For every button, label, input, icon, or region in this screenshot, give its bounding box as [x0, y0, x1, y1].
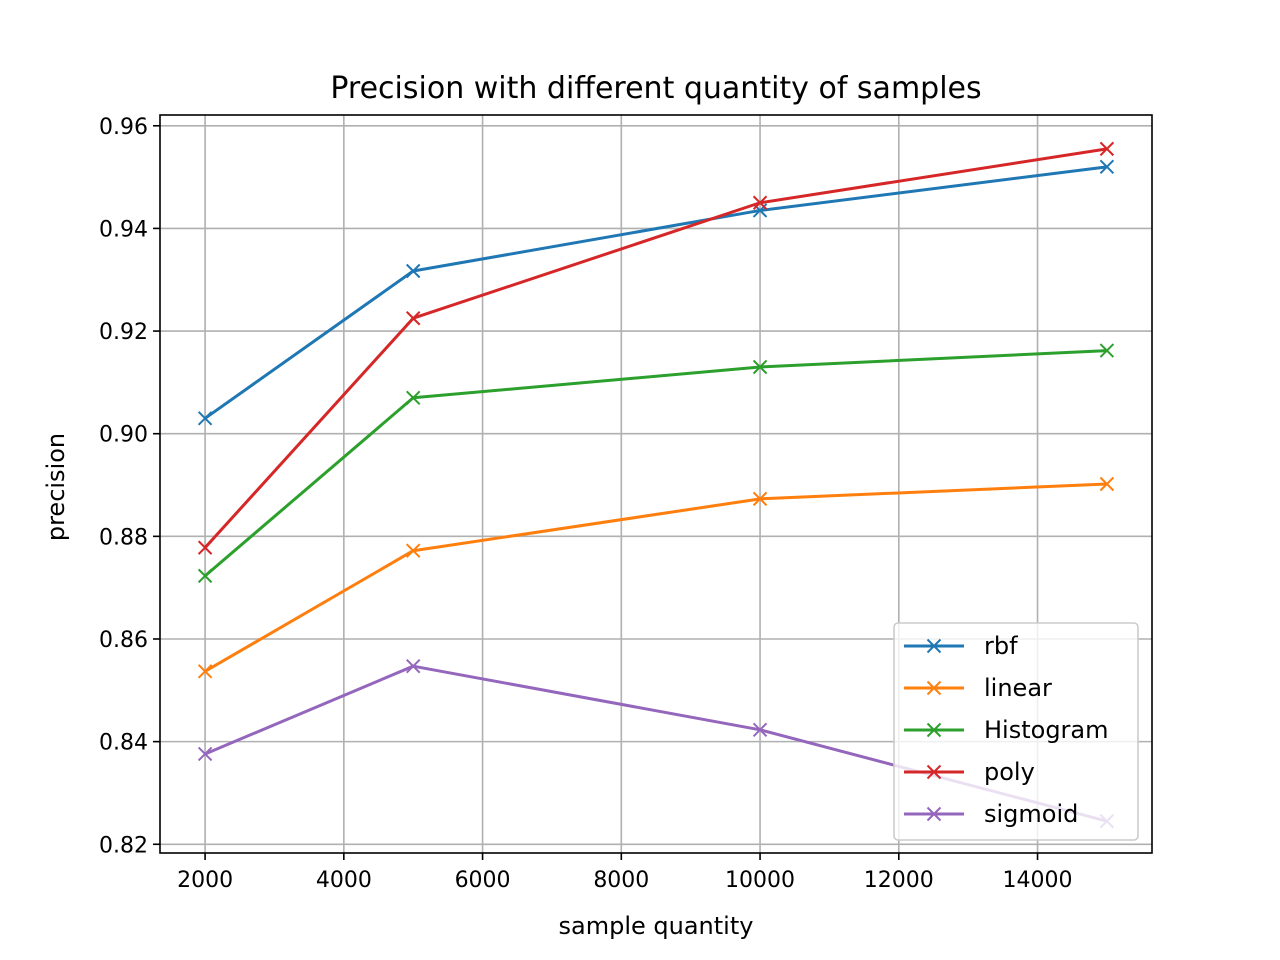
y-tick-label: 0.88 — [99, 525, 148, 550]
x-tick-label: 12000 — [864, 868, 934, 893]
data-point-marker — [1099, 476, 1115, 492]
legend-marker — [926, 764, 942, 780]
data-point-marker — [1099, 141, 1115, 157]
data-point-marker — [197, 664, 213, 679]
data-point-marker — [405, 543, 421, 558]
x-tick-label: 8000 — [593, 868, 649, 893]
data-point-marker — [197, 746, 213, 762]
x-tick-label: 4000 — [316, 868, 372, 893]
series-line — [204, 165, 1108, 420]
y-tick-label: 0.84 — [99, 731, 148, 756]
legend-label: linear — [984, 674, 1052, 702]
x-tick-label: 10000 — [725, 868, 795, 893]
data-point-marker — [197, 411, 213, 426]
legend-label: Histogram — [984, 716, 1109, 744]
data-point-marker — [752, 359, 768, 375]
data-point-marker — [752, 491, 768, 507]
chart-title: Precision with different quantity of sam… — [330, 71, 981, 106]
legend-box — [893, 622, 1139, 841]
y-tick-label: 0.94 — [99, 217, 148, 242]
legend-entry-poly: poly — [904, 758, 1035, 786]
legend-entry-histogram: Histogram — [904, 716, 1109, 744]
series-layer — [197, 141, 1115, 829]
data-point-marker — [752, 722, 768, 738]
plot-frame — [159, 114, 1153, 854]
series-line — [204, 482, 1107, 673]
data-point-marker — [1099, 159, 1115, 175]
data-point-marker — [405, 263, 421, 279]
y-tick-label: 0.96 — [99, 115, 148, 140]
legend-label: rbf — [984, 632, 1018, 660]
data-point-marker — [197, 568, 213, 584]
data-point-marker — [405, 390, 421, 405]
data-point-marker — [197, 540, 213, 555]
legend-label: poly — [984, 758, 1035, 786]
series-histogram — [197, 343, 1115, 584]
series-rbf — [197, 159, 1115, 426]
legend-label: sigmoid — [984, 800, 1078, 828]
legend-entry-rbf: rbf — [904, 632, 1018, 660]
legend-entry-sigmoid: sigmoid — [904, 800, 1078, 828]
x-tick-label: 6000 — [455, 868, 511, 893]
x-tick-label: 14000 — [1003, 868, 1073, 893]
legend-marker — [926, 722, 942, 738]
legend: rbf linear Histogram poly sigmoid — [893, 622, 1139, 841]
y-axis-ticks: 0.82 0.84 0.86 0.88 0.90 0.92 0.94 0.96 — [99, 115, 160, 858]
legend-marker — [926, 638, 942, 654]
series-poly — [197, 141, 1115, 555]
data-point-marker — [405, 658, 421, 674]
x-tick-label: 2000 — [177, 868, 233, 893]
legend-marker — [926, 680, 942, 696]
series-line — [204, 349, 1107, 578]
series-line — [203, 147, 1108, 549]
data-point-marker — [752, 195, 768, 210]
y-tick-label: 0.92 — [99, 320, 148, 345]
x-axis-ticks: 2000 4000 6000 8000 10000 12000 14000 — [177, 853, 1073, 893]
y-tick-label: 0.82 — [99, 833, 148, 858]
legend-entry-linear: linear — [904, 674, 1052, 702]
x-axis-label: sample quantity — [559, 912, 754, 940]
y-tick-label: 0.86 — [99, 628, 148, 653]
y-tick-label: 0.90 — [99, 423, 148, 448]
y-axis-label: precision — [42, 433, 70, 541]
data-point-marker — [1099, 343, 1115, 358]
series-linear — [197, 476, 1115, 679]
legend-marker — [926, 806, 942, 822]
data-point-marker — [405, 311, 421, 326]
